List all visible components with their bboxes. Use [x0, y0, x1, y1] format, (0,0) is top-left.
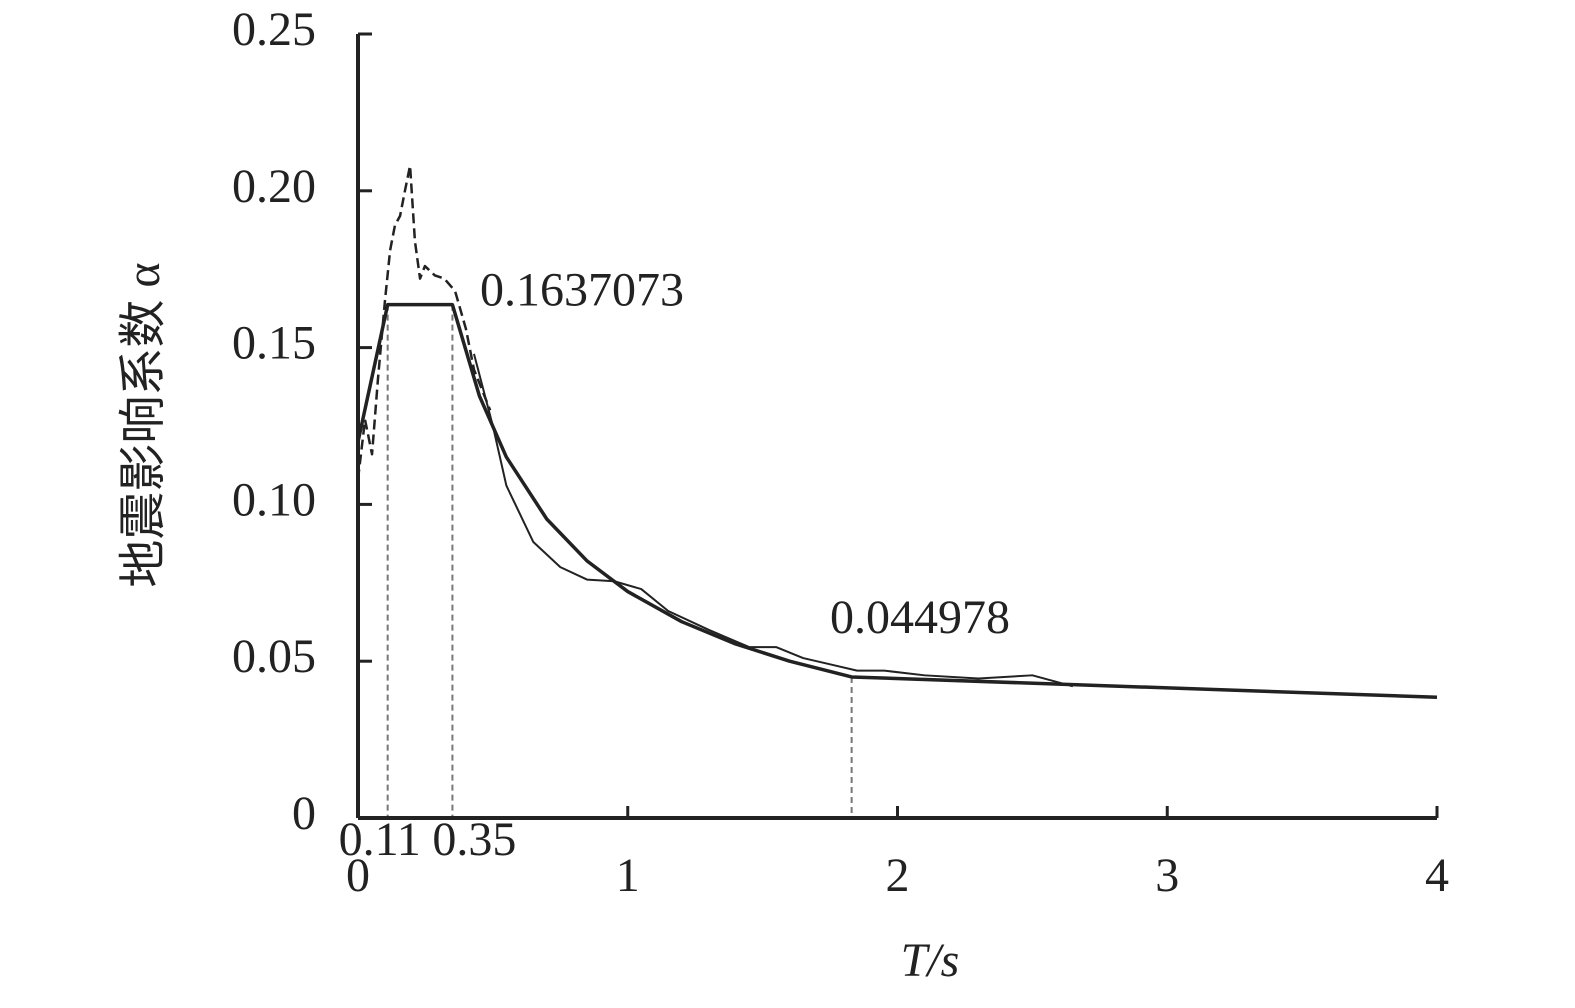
series-line — [356, 302, 1438, 700]
x-tick-label: 1 — [616, 849, 640, 902]
y-tick-label: 0.05 — [232, 630, 316, 683]
x-tick-label: 4 — [1425, 849, 1449, 902]
y-tick-label: 0.25 — [232, 3, 316, 56]
x-tick-label: 2 — [886, 849, 910, 902]
marked-x-label: 0.11 — [339, 813, 421, 866]
x-tick-label: 3 — [1155, 849, 1179, 902]
series-line — [473, 353, 1074, 688]
annotation: 0.1637073 — [480, 264, 684, 317]
y-tick-label: 0.15 — [232, 317, 316, 370]
annotation: 0.044978 — [830, 591, 1010, 644]
marked-x-label: 0.35 — [432, 813, 516, 866]
y-axis-label: 地震影响系数 α — [117, 262, 170, 587]
x-axis-label: T/s — [901, 934, 960, 987]
series-line — [356, 164, 492, 480]
y-tick-label: 0 — [292, 787, 316, 840]
y-tick-label: 0.10 — [232, 473, 316, 526]
x-tick-label: 0 — [346, 849, 370, 902]
y-tick-label: 0.20 — [232, 160, 316, 213]
